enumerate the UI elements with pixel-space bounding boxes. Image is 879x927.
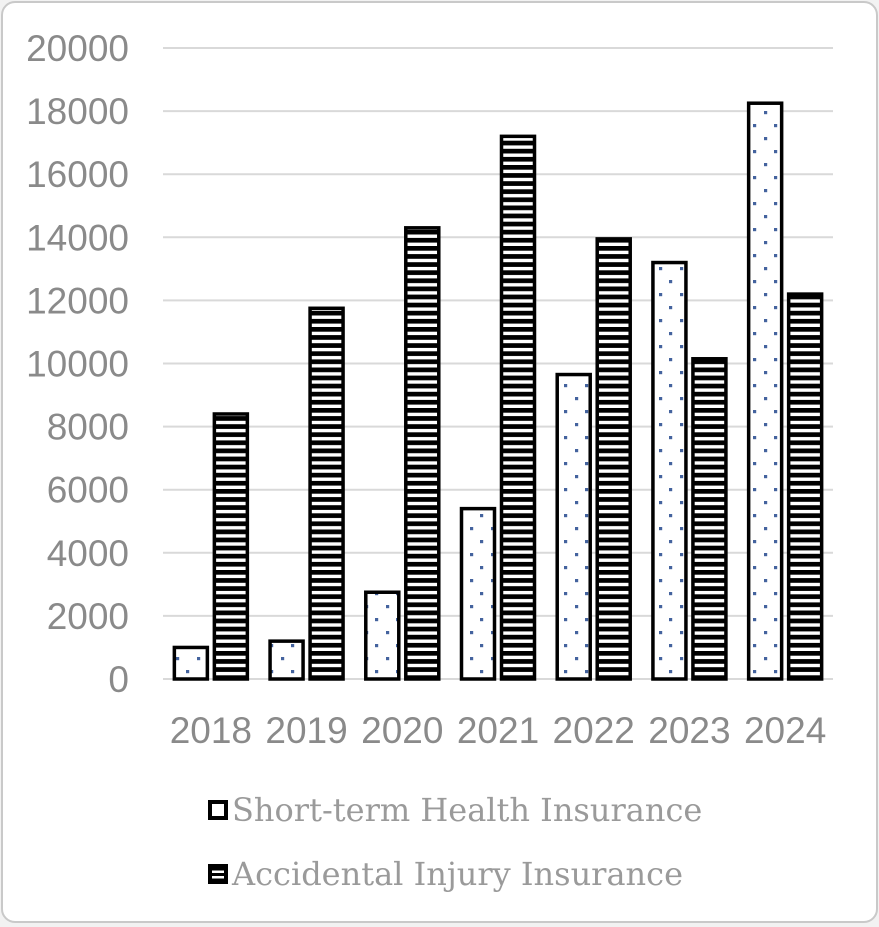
bar-2021-accidental-injury-insurance — [499, 134, 537, 681]
bar-2019-short-term-health-insurance — [268, 639, 305, 681]
y-tick-label-12000: 12000 — [26, 280, 129, 321]
y-tick-label-18000: 18000 — [26, 91, 129, 132]
bar-2019-accidental-injury-insurance — [308, 306, 345, 681]
short-term-health-insurance-swatch-icon — [208, 799, 228, 820]
x-label-2020: 2020 — [361, 710, 443, 751]
legend-item-short-term-health-insurance: Short-term Health Insurance — [208, 790, 703, 829]
x-label-2021: 2021 — [457, 710, 539, 751]
chart-legend: Short-term Health Insurance Accidental I… — [208, 790, 703, 893]
x-label-2022: 2022 — [553, 710, 635, 751]
bar-2024-accidental-injury-insurance — [786, 292, 824, 681]
y-tick-label-2000: 2000 — [47, 596, 129, 637]
bar-2018-short-term-health-insurance — [172, 645, 210, 681]
y-tick-label-20000: 20000 — [26, 28, 129, 69]
accidental-injury-insurance-swatch-icon — [208, 863, 228, 884]
legend-label-accidental: Accidental Injury Insurance — [232, 854, 684, 893]
bar-2022-accidental-injury-insurance — [595, 237, 632, 681]
bar-2023-short-term-health-insurance — [651, 260, 688, 681]
y-tick-label-14000: 14000 — [26, 217, 129, 258]
x-label-2018: 2018 — [170, 710, 252, 751]
legend-item-accidental-injury-insurance: Accidental Injury Insurance — [208, 854, 702, 893]
y-tick-label-8000: 8000 — [47, 407, 129, 448]
bar-2020-short-term-health-insurance — [364, 590, 401, 681]
y-tick-label-16000: 16000 — [26, 154, 129, 195]
legend-label-short-term: Short-term Health Insurance — [232, 790, 703, 829]
y-tick-label-0: 0 — [108, 659, 129, 700]
y-tick-label-6000: 6000 — [47, 470, 129, 511]
bar-2022-short-term-health-insurance — [555, 372, 592, 681]
bar-2018-accidental-injury-insurance — [212, 412, 250, 681]
bar-2024-short-term-health-insurance — [746, 101, 784, 681]
insurance-bar-chart: 0 2000 4000 6000 8000 10000 12000 14000 16000 180… — [26, 28, 833, 751]
x-label-2019: 2019 — [265, 710, 347, 751]
bar-2021-short-term-health-insurance — [459, 506, 497, 681]
bar-2023-accidental-injury-insurance — [691, 357, 728, 681]
bar-2020-accidental-injury-insurance — [404, 226, 441, 681]
x-label-2024: 2024 — [744, 710, 826, 751]
y-tick-label-10000: 10000 — [26, 344, 129, 385]
x-label-2023: 2023 — [648, 710, 730, 751]
y-tick-label-4000: 4000 — [47, 533, 129, 574]
